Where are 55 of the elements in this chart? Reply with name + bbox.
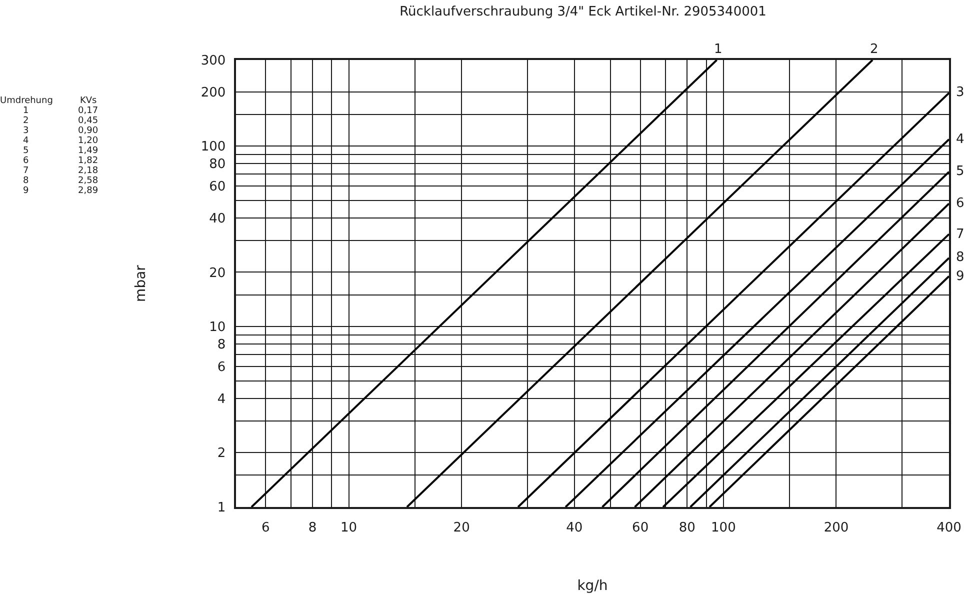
x-tick-label: 10 bbox=[340, 520, 358, 536]
text: 7 bbox=[23, 166, 29, 176]
text: 8 bbox=[23, 176, 29, 186]
text: 0,90 bbox=[78, 126, 98, 136]
x-tick-label: 60 bbox=[632, 520, 649, 536]
series-label: 7 bbox=[956, 227, 964, 242]
y-tick-label: 20 bbox=[209, 266, 226, 281]
text: 4 bbox=[23, 136, 29, 146]
text: 6 bbox=[23, 156, 29, 166]
x-tick-label: 6 bbox=[262, 520, 270, 536]
y-tick-label: 40 bbox=[209, 211, 226, 226]
x-tick-label: 80 bbox=[678, 520, 696, 536]
text: 9 bbox=[23, 186, 29, 196]
x-tick-label: 200 bbox=[824, 520, 849, 536]
chart-title: Rücklaufverschraubung 3/4" Eck Artikel-Nr. 2905340001 bbox=[400, 4, 766, 20]
series-label: 6 bbox=[956, 196, 964, 211]
text: 2 bbox=[23, 116, 29, 126]
y-tick-label: 300 bbox=[200, 54, 226, 69]
text: 0,45 bbox=[78, 116, 98, 126]
series-label: 4 bbox=[956, 132, 964, 147]
y-tick-label: 10 bbox=[209, 320, 226, 336]
y-tick-label: 6 bbox=[217, 360, 226, 376]
text: 1,49 bbox=[78, 146, 98, 156]
series-label: 2 bbox=[870, 42, 878, 57]
y-tick-label: 60 bbox=[209, 180, 226, 195]
y-tick-label: 80 bbox=[209, 157, 226, 172]
text: 2,18 bbox=[78, 166, 98, 176]
x-tick-label: 8 bbox=[308, 520, 317, 536]
text: 0,17 bbox=[78, 106, 98, 116]
y-tick-label: 8 bbox=[217, 338, 226, 353]
y-tick-label: 100 bbox=[200, 140, 226, 155]
text: 1,82 bbox=[78, 156, 98, 166]
y-tick-label: 2 bbox=[217, 446, 226, 462]
y-tick-label: 4 bbox=[217, 392, 226, 407]
text: KVs bbox=[80, 96, 98, 106]
y-axis-title: mbar bbox=[132, 264, 149, 302]
text: 1 bbox=[23, 106, 29, 116]
series-label: 5 bbox=[956, 164, 964, 179]
x-tick-label: 40 bbox=[566, 520, 583, 536]
series-label: 3 bbox=[956, 85, 964, 100]
text: 5 bbox=[23, 146, 29, 156]
x-tick-label: 400 bbox=[936, 520, 962, 536]
x-axis-title: kg/h bbox=[577, 578, 608, 594]
series-label: 8 bbox=[956, 250, 964, 265]
x-tick-label: 100 bbox=[711, 520, 736, 536]
y-tick-label: 200 bbox=[200, 85, 226, 100]
series-label: 9 bbox=[956, 269, 964, 284]
series-label: 1 bbox=[714, 42, 722, 57]
text: Umdrehung bbox=[0, 96, 53, 106]
x-tick-label: 20 bbox=[453, 520, 470, 536]
text: 2,58 bbox=[78, 176, 98, 186]
text: 2,89 bbox=[78, 186, 98, 196]
y-tick-label: 1 bbox=[217, 500, 226, 516]
text: 3 bbox=[23, 126, 29, 136]
text: 1,20 bbox=[78, 136, 98, 146]
